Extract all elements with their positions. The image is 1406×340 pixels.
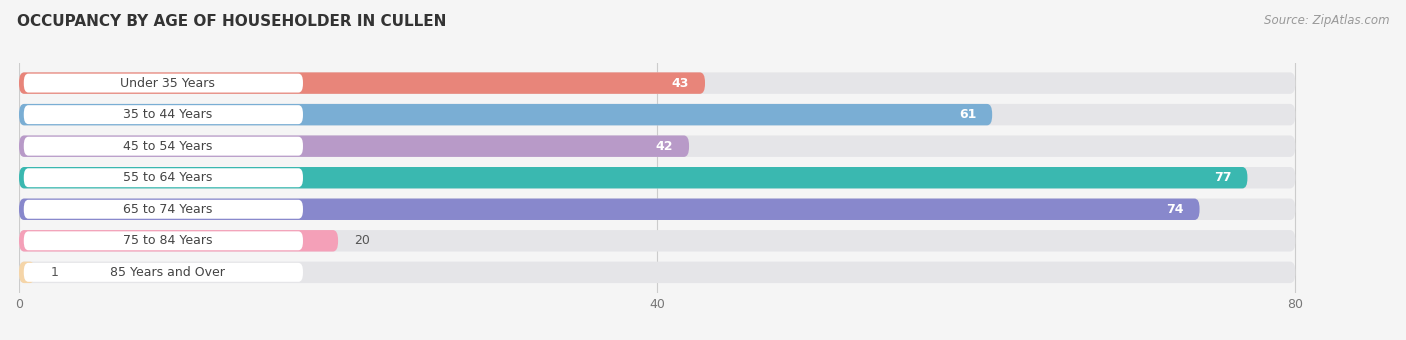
Text: 43: 43: [672, 76, 689, 90]
FancyBboxPatch shape: [24, 231, 302, 250]
FancyBboxPatch shape: [20, 72, 704, 94]
FancyBboxPatch shape: [24, 200, 302, 219]
Text: Under 35 Years: Under 35 Years: [120, 76, 215, 90]
FancyBboxPatch shape: [24, 168, 302, 187]
Text: 20: 20: [354, 234, 370, 247]
FancyBboxPatch shape: [20, 72, 1295, 94]
Text: 45 to 54 Years: 45 to 54 Years: [122, 140, 212, 153]
Text: 85 Years and Over: 85 Years and Over: [110, 266, 225, 279]
Text: 75 to 84 Years: 75 to 84 Years: [122, 234, 212, 247]
Text: 1: 1: [51, 266, 59, 279]
FancyBboxPatch shape: [20, 261, 1295, 283]
FancyBboxPatch shape: [24, 74, 302, 92]
Text: 42: 42: [655, 140, 673, 153]
Text: 35 to 44 Years: 35 to 44 Years: [122, 108, 212, 121]
FancyBboxPatch shape: [20, 167, 1247, 188]
FancyBboxPatch shape: [24, 263, 302, 282]
FancyBboxPatch shape: [20, 199, 1199, 220]
FancyBboxPatch shape: [20, 135, 1295, 157]
FancyBboxPatch shape: [20, 261, 35, 283]
Text: OCCUPANCY BY AGE OF HOUSEHOLDER IN CULLEN: OCCUPANCY BY AGE OF HOUSEHOLDER IN CULLE…: [17, 14, 446, 29]
FancyBboxPatch shape: [20, 104, 993, 125]
FancyBboxPatch shape: [20, 230, 337, 252]
Text: 74: 74: [1166, 203, 1184, 216]
Text: 77: 77: [1213, 171, 1232, 184]
Text: 55 to 64 Years: 55 to 64 Years: [122, 171, 212, 184]
FancyBboxPatch shape: [24, 105, 302, 124]
FancyBboxPatch shape: [20, 199, 1295, 220]
FancyBboxPatch shape: [20, 135, 689, 157]
FancyBboxPatch shape: [20, 230, 1295, 252]
FancyBboxPatch shape: [20, 167, 1295, 188]
Text: 61: 61: [959, 108, 976, 121]
FancyBboxPatch shape: [20, 104, 1295, 125]
Text: 65 to 74 Years: 65 to 74 Years: [122, 203, 212, 216]
Text: Source: ZipAtlas.com: Source: ZipAtlas.com: [1264, 14, 1389, 27]
FancyBboxPatch shape: [24, 137, 302, 156]
